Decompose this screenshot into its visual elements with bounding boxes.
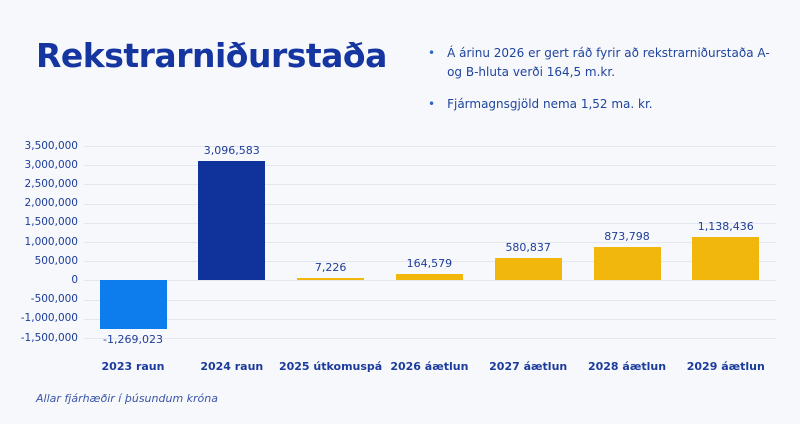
gridline [84,203,776,205]
bar-value-label: 3,096,583 [203,144,260,158]
bar [395,274,463,281]
bar-value-label: -1,269,023 [103,333,163,347]
y-tick-label: 0 [71,273,78,286]
bullet-text: Fjármagnsgjöld nema 1,52 ma. kr. [447,97,653,111]
gridline [84,280,776,282]
bar-value-label: 873,798 [604,229,650,243]
x-axis-label: 2024 raun [200,360,264,373]
x-axis-label: 2029 áætlun [686,360,765,373]
x-axis-label: 2026 áætlun [390,360,469,373]
y-tick-label: 3,000,000 [24,158,78,171]
gridline [84,299,776,301]
y-tick-label: 500,000 [34,254,78,267]
bullet-dot-icon: • [428,97,436,111]
y-tick-label: -500,000 [30,293,78,306]
x-axis-label: 2023 raun [101,360,165,373]
gridline [84,222,776,224]
gridline [84,165,776,167]
gridline [84,146,776,147]
gridline [84,338,776,339]
x-axis-label: 2027 áætlun [489,360,568,373]
y-tick-label: 1,500,000 [24,216,78,229]
bar [494,258,562,281]
y-tick-label: 3,500,000 [24,139,78,152]
y-tick-label: -1,000,000 [20,312,78,325]
gridline [84,184,776,186]
page-title: Rekstrarniðurstaða [36,36,387,75]
bar-value-label: 580,837 [505,241,551,255]
bar [297,278,365,281]
bullet-item: • Á árinu 2026 er gert ráð fyrir að reks… [428,44,788,82]
bar [99,280,167,330]
bar [198,161,266,281]
gridline [84,242,776,243]
x-axis-label: 2028 áætlun [587,360,667,373]
y-tick-label: 2,500,000 [24,177,78,190]
y-tick-label: 2,000,000 [24,197,78,210]
gridline [84,318,776,320]
gridline [84,261,776,263]
bullet-dot-icon: • [428,46,436,60]
bar-value-label: 1,138,436 [697,219,754,233]
y-tick-label: 1,000,000 [24,235,78,248]
footnote: Allar fjárhæðir í þúsundum króna [36,392,218,405]
bullet-item: • Fjármagnsgjöld nema 1,52 ma. kr. [428,95,788,114]
x-axis-label: 2025 útkomuspá [278,360,383,373]
bar-value-label: 7,226 [314,261,347,275]
y-tick-label: -1,500,000 [20,331,78,344]
bar [593,246,661,281]
bullet-list: • Á árinu 2026 er gert ráð fyrir að reks… [428,44,788,127]
bullet-text: Á árinu 2026 er gert ráð fyrir að rekstr… [447,46,770,79]
bar-value-label: 164,579 [406,257,453,271]
bar [692,236,760,281]
